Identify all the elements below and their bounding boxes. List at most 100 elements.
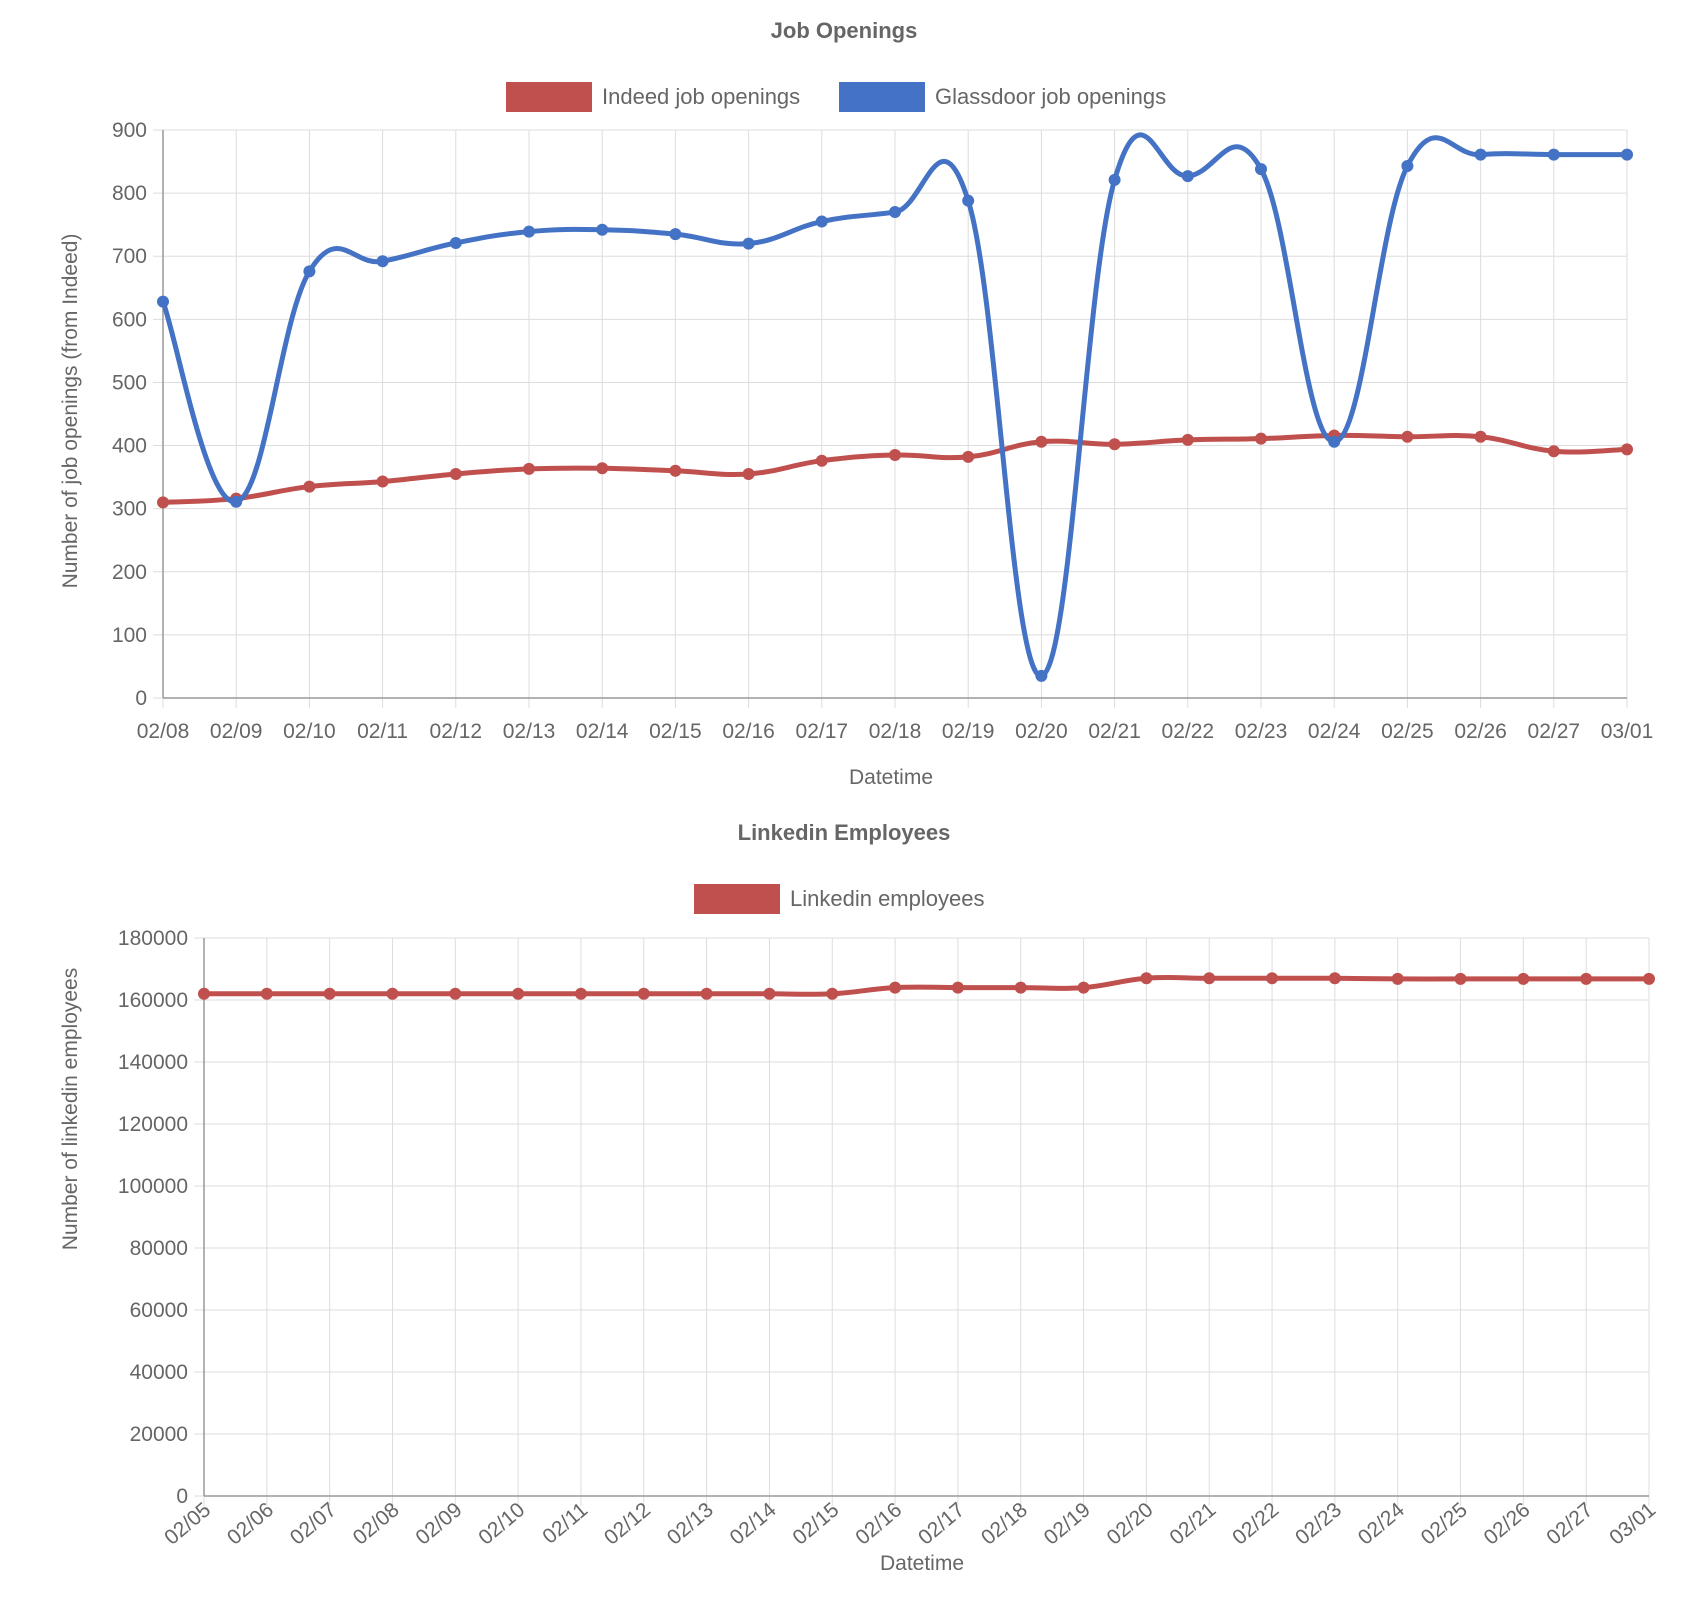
x-tick-label: 02/08 [349,1498,404,1549]
data-point[interactable] [669,464,682,477]
data-point[interactable] [1108,438,1121,451]
data-point[interactable] [523,462,535,475]
data-point[interactable] [1181,170,1194,183]
data-point[interactable] [260,987,273,1000]
y-tick-label: 300 [112,498,147,521]
y-tick-label: 80000 [130,1237,188,1260]
x-tick-label: 02/26 [1454,720,1507,743]
x-tick-label: 02/15 [649,720,702,743]
data-point[interactable] [1547,148,1560,161]
legend-label-indeed[interactable]: Indeed job openings [602,84,800,109]
data-point[interactable] [574,987,587,1000]
data-point[interactable] [198,987,210,1000]
data-point[interactable] [669,228,682,241]
legend-swatch-glassdoor[interactable] [839,82,925,112]
x-tick-label: 02/20 [1015,720,1068,743]
data-point[interactable] [323,987,336,1000]
series-1 [157,132,1633,682]
x-tick-label: 02/14 [726,1498,781,1550]
data-point[interactable] [449,236,462,249]
data-point[interactable] [1035,669,1048,682]
x-tick-label: 02/10 [283,720,336,743]
data-point[interactable] [1474,148,1487,161]
x-tick-label: 02/19 [1040,1498,1095,1549]
data-point[interactable] [230,495,243,508]
legend-swatch-linkedin[interactable] [694,884,780,914]
data-point[interactable] [1328,972,1341,985]
data-point[interactable] [637,987,650,1000]
data-point[interactable] [1077,981,1090,994]
series-layer [198,972,1655,1000]
x-tick-label: 02/27 [1542,1498,1597,1549]
data-point[interactable] [742,237,755,250]
data-point[interactable] [1140,972,1153,985]
data-point[interactable] [1266,972,1279,985]
data-point[interactable] [1454,972,1467,985]
y-tick-label: 200 [112,561,147,584]
x-tick-label: 02/21 [1165,1498,1220,1549]
y-tick-label: 400 [112,435,147,458]
data-point[interactable] [1328,435,1341,448]
data-point[interactable] [449,987,462,1000]
x-tick-label: 03/01 [1601,720,1654,743]
y-tick-label: 900 [112,119,147,142]
data-point[interactable] [1580,972,1593,985]
data-point[interactable] [700,987,713,1000]
data-point[interactable] [596,462,609,475]
data-point[interactable] [826,987,839,1000]
data-point[interactable] [1621,148,1633,161]
data-point[interactable] [1203,972,1216,985]
data-point[interactable] [157,295,169,308]
x-tick-label: 02/16 [722,720,775,743]
data-point[interactable] [1474,430,1487,443]
series-0 [198,972,1655,1000]
legend-label-glassdoor[interactable]: Glassdoor job openings [935,84,1166,109]
data-point[interactable] [376,475,389,488]
x-tick-label: 02/15 [788,1498,843,1549]
data-point[interactable] [815,454,828,467]
data-point[interactable] [1255,163,1267,176]
data-point[interactable] [303,480,316,493]
data-point[interactable] [1035,435,1048,448]
data-point[interactable] [1391,972,1404,985]
y-tick-label: 60000 [130,1299,188,1322]
legend-label-linkedin[interactable]: Linkedin employees [790,886,984,911]
data-point[interactable] [157,496,169,509]
data-point[interactable] [1108,173,1121,186]
data-point[interactable] [1181,433,1194,446]
data-point[interactable] [962,194,975,207]
data-point[interactable] [1621,443,1633,456]
x-tick-label: 02/12 [600,1498,655,1549]
data-point[interactable] [1401,430,1414,443]
legend: Indeed job openings Glassdoor job openin… [506,82,1166,112]
legend-swatch-indeed[interactable] [506,82,592,112]
data-point[interactable] [1014,981,1027,994]
data-point[interactable] [889,206,901,219]
grid [153,129,1628,708]
data-point[interactable] [742,467,755,480]
x-tick-label: 02/24 [1354,1498,1409,1550]
data-point[interactable] [1517,972,1530,985]
x-tick-label: 02/21 [1088,720,1141,743]
data-point[interactable] [815,215,828,228]
grid [194,937,1650,1506]
x-axis-title: Datetime [880,1552,964,1575]
x-tick-label: 02/09 [210,720,263,743]
data-point[interactable] [303,265,316,278]
data-point[interactable] [962,450,975,463]
data-point[interactable] [523,225,535,238]
data-point[interactable] [1255,432,1267,445]
data-point[interactable] [386,987,399,1000]
data-point[interactable] [889,981,902,994]
data-point[interactable] [951,981,964,994]
data-point[interactable] [763,987,776,1000]
data-point[interactable] [376,255,389,268]
data-point[interactable] [449,467,462,480]
data-point[interactable] [1547,445,1560,458]
data-point[interactable] [1643,972,1655,985]
x-tick-label: 02/18 [977,1498,1032,1549]
data-point[interactable] [1401,159,1414,172]
data-point[interactable] [512,987,525,1000]
data-point[interactable] [596,223,609,236]
data-point[interactable] [889,449,901,462]
